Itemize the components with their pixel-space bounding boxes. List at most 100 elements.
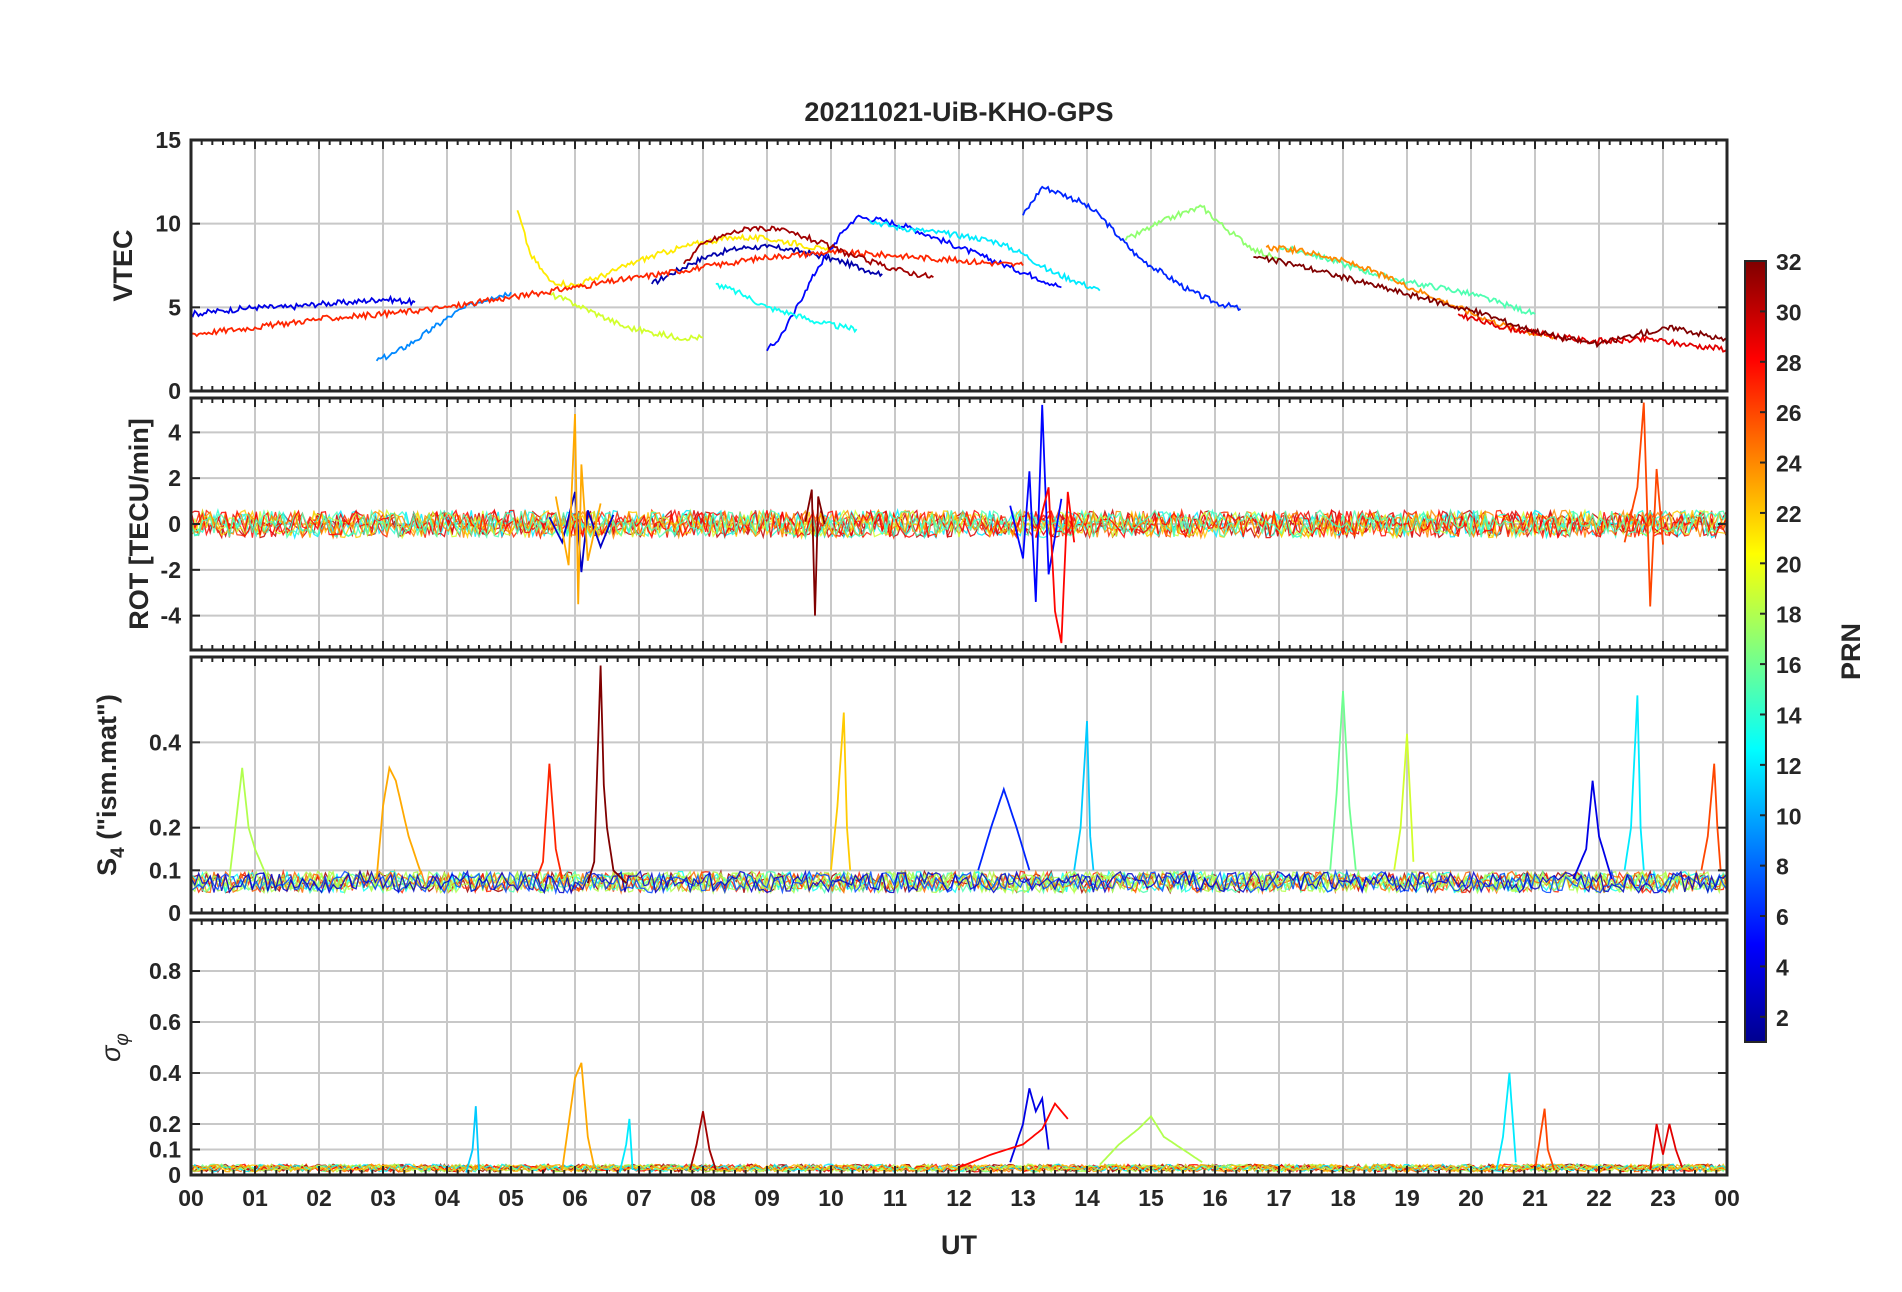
x-tick-label: 04 bbox=[434, 1185, 460, 1211]
series-line-prn-6 bbox=[1022, 185, 1241, 312]
series-line-prn-4 bbox=[1009, 1088, 1050, 1163]
series-line-prn-31 bbox=[689, 1111, 717, 1171]
series-line-prn-12 bbox=[1623, 695, 1645, 871]
series-line-prn-18 bbox=[228, 767, 269, 880]
series-line-prn-6 bbox=[977, 786, 1031, 871]
colorbar-tick-label: 28 bbox=[1776, 350, 1802, 376]
panel-sigma_phi: 00.10.2 0.4 0.6 0.8 σφ bbox=[96, 918, 1729, 1188]
series-line-prn-4 bbox=[1572, 780, 1613, 880]
y-tick-label: 0 bbox=[168, 511, 181, 537]
series-line-prn-18 bbox=[1099, 1114, 1203, 1166]
x-tick-label: 14 bbox=[1074, 1185, 1100, 1211]
series-line-prn-11 bbox=[1073, 720, 1095, 871]
x-tick-label: 06 bbox=[562, 1185, 588, 1211]
series-line-prn-12 bbox=[868, 219, 1101, 292]
y-axis-label-rest: ("ism.mat") bbox=[92, 694, 122, 847]
series-line-prn-26 bbox=[1623, 402, 1664, 607]
colorbar-tick-label: 8 bbox=[1776, 854, 1789, 880]
series-line-prn-28 bbox=[958, 1101, 1069, 1169]
series-line-prn-2 bbox=[651, 243, 883, 286]
series-line-prn-21 bbox=[516, 209, 832, 288]
colorbar-gradient bbox=[1745, 261, 1766, 1042]
series-line-prn-31 bbox=[683, 225, 934, 279]
y-tick-label: 2 bbox=[168, 465, 181, 491]
x-axis-label: UT bbox=[941, 1230, 977, 1260]
y-axis-label-main: S bbox=[92, 858, 122, 876]
series-line-prn-19 bbox=[549, 291, 704, 342]
series-line-prn-28 bbox=[1034, 487, 1076, 644]
x-tick-label: 00 bbox=[178, 1185, 204, 1211]
series-line-prn-26 bbox=[1700, 763, 1722, 871]
series-line-prn-27 bbox=[535, 763, 564, 880]
series-line-prn-12 bbox=[618, 1118, 634, 1173]
series-line-prn-5 bbox=[766, 214, 1062, 352]
panel-s4: 0 0.1 0.2 0.4 S4 ("ism.mat") bbox=[92, 655, 1729, 926]
series-line-prn-11 bbox=[465, 1106, 480, 1173]
y-tick-label: 15 bbox=[155, 127, 181, 153]
series-line-prn-23 bbox=[375, 764, 423, 879]
noise-trace bbox=[191, 508, 1727, 540]
noise-trace bbox=[191, 869, 1727, 896]
y-tick-label: 0.6 bbox=[149, 1009, 181, 1035]
x-tick-label: 01 bbox=[242, 1185, 268, 1211]
y-tick-label: 0.4 bbox=[149, 729, 181, 755]
colorbar-tick-label: 6 bbox=[1776, 904, 1789, 930]
x-tick-label: 11 bbox=[883, 1185, 908, 1211]
x-tick-label: 03 bbox=[370, 1185, 396, 1211]
series-group bbox=[191, 665, 1727, 896]
colorbar-tick-label: 10 bbox=[1776, 803, 1802, 829]
colorbar-tick-label: 30 bbox=[1776, 299, 1802, 325]
y-axis-label-subscript: φ bbox=[112, 1033, 133, 1045]
series-line-prn-13 bbox=[715, 282, 858, 334]
colorbar-tick-label: 16 bbox=[1776, 652, 1802, 678]
x-tick-label: 09 bbox=[754, 1185, 780, 1211]
y-tick-label: 0.2 bbox=[149, 1111, 181, 1137]
series-line-prn-5 bbox=[1009, 404, 1063, 602]
x-tick-label: 21 bbox=[1522, 1185, 1548, 1211]
colorbar-tick-label: 26 bbox=[1776, 400, 1802, 426]
y-tick-label: -4 bbox=[161, 603, 182, 629]
y-tick-label: 0.1 bbox=[149, 1137, 181, 1163]
colorbar-tick-label: 2 bbox=[1776, 1005, 1789, 1031]
series-line-prn-32 bbox=[804, 489, 826, 616]
noise-trace bbox=[191, 508, 1727, 540]
colorbar-tick-label: 14 bbox=[1776, 702, 1802, 728]
panel-vtec: 0 5 10 15 VTEC bbox=[108, 127, 1729, 404]
y-tick-label: 0.8 bbox=[149, 958, 181, 984]
series-line-prn-23 bbox=[554, 413, 602, 605]
series-group bbox=[191, 402, 1727, 644]
x-tick-label: 20 bbox=[1458, 1185, 1484, 1211]
chart-title: 20211021-UiB-KHO-GPS bbox=[804, 97, 1113, 127]
series-line-prn-26 bbox=[1534, 1108, 1556, 1171]
series-line-prn-19 bbox=[1393, 733, 1415, 871]
y-tick-label: 5 bbox=[168, 294, 181, 320]
x-tick-label: 16 bbox=[1202, 1185, 1228, 1211]
y-tick-label: 0.4 bbox=[149, 1060, 181, 1086]
colorbar-tick-label: 12 bbox=[1776, 753, 1802, 779]
y-axis-label: ROT [TECU/min] bbox=[124, 418, 154, 629]
colorbar-tick-label: 22 bbox=[1776, 501, 1802, 527]
x-tick-label: 18 bbox=[1330, 1185, 1356, 1211]
noise-trace bbox=[191, 508, 1727, 541]
x-tick-label: 23 bbox=[1650, 1185, 1676, 1211]
y-tick-label: 0.2 bbox=[149, 815, 181, 841]
series-line-prn-32 bbox=[586, 665, 627, 884]
x-tick-label: 13 bbox=[1010, 1185, 1036, 1211]
noise-trace bbox=[191, 869, 1727, 895]
x-tick-label: 05 bbox=[498, 1185, 524, 1211]
x-tick-label: 00 bbox=[1714, 1185, 1740, 1211]
x-tick-label: 07 bbox=[626, 1185, 652, 1211]
colorbar-tick-label: 20 bbox=[1776, 551, 1802, 577]
y-axis-label: VTEC bbox=[108, 229, 138, 301]
series-group bbox=[191, 185, 1727, 362]
y-tick-label: 0 bbox=[168, 378, 181, 404]
y-tick-label: 0.1 bbox=[149, 857, 181, 883]
x-tick-label: 10 bbox=[818, 1185, 844, 1211]
series-line-prn-23 bbox=[561, 1062, 596, 1171]
colorbar-frame bbox=[1744, 260, 1767, 1043]
y-tick-label: 10 bbox=[155, 211, 181, 237]
y-tick-label: 0 bbox=[168, 1162, 181, 1188]
series-line-prn-15 bbox=[1278, 245, 1536, 316]
